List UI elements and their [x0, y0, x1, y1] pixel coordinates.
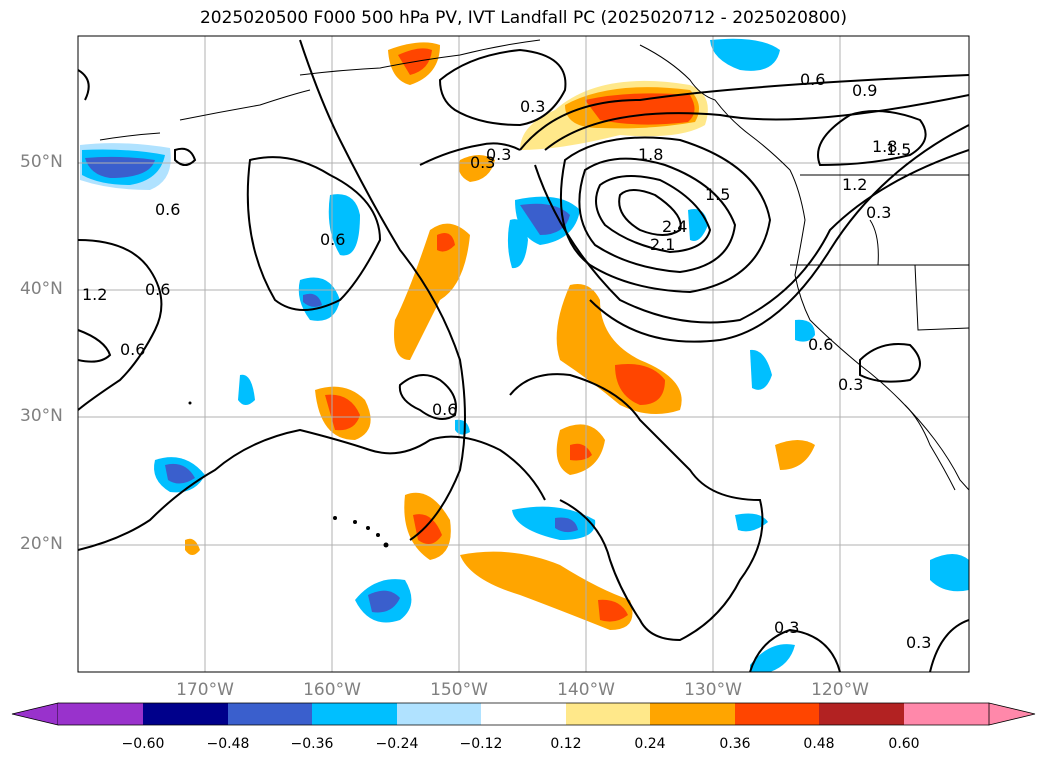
svg-text:0.3: 0.3: [486, 145, 511, 164]
svg-text:0.3: 0.3: [470, 153, 495, 172]
svg-text:1.2: 1.2: [82, 285, 107, 304]
colorbar-tick: −0.60: [121, 736, 165, 752]
pv-contours: [78, 39, 969, 672]
lon-label-160w: 160°W: [303, 680, 361, 700]
colorbar-tick: −0.48: [206, 736, 250, 752]
colorbar-tick: 0.24: [634, 736, 666, 752]
svg-text:0.6: 0.6: [120, 340, 145, 359]
colorbar-tick: −0.36: [290, 736, 334, 752]
svg-text:1.8: 1.8: [638, 145, 663, 164]
svg-text:0.3: 0.3: [838, 375, 863, 394]
colorbar-tick: 0.60: [888, 736, 920, 752]
svg-text:0.6: 0.6: [320, 230, 345, 249]
lon-label-140w: 140°W: [557, 680, 615, 700]
svg-text:2.1: 2.1: [650, 235, 675, 254]
svg-text:1.5: 1.5: [705, 185, 730, 204]
colorbar-tick: 0.12: [550, 736, 582, 752]
svg-text:1.8: 1.8: [872, 137, 897, 156]
svg-text:0.3: 0.3: [520, 97, 545, 116]
contour-labels: 0.3 0.3 0.6 0.9 1.8 1.5 1.5 1.8 2.4 2.1 …: [82, 70, 931, 652]
lat-label-50n: 50°N: [20, 152, 63, 172]
colorbar-tick: −0.12: [459, 736, 503, 752]
colorbar-tick: 0.36: [719, 736, 751, 752]
svg-text:0.3: 0.3: [774, 618, 799, 637]
lon-label-130w: 130°W: [684, 680, 742, 700]
islands: [188, 401, 389, 548]
svg-text:2.4: 2.4: [662, 217, 687, 236]
svg-text:0.6: 0.6: [145, 280, 170, 299]
colorbar-tick: 0.48: [803, 736, 835, 752]
lon-label-170w: 170°W: [176, 680, 234, 700]
lat-label-40n: 40°N: [20, 279, 63, 299]
svg-text:0.9: 0.9: [852, 81, 877, 100]
svg-text:0.3: 0.3: [866, 203, 891, 222]
svg-text:0.6: 0.6: [155, 200, 180, 219]
map-title: 2025020500 F000 500 hPa PV, IVT Landfall…: [199, 8, 847, 28]
svg-text:0.6: 0.6: [808, 335, 833, 354]
lon-label-120w: 120°W: [811, 680, 869, 700]
coastlines: [99, 39, 969, 491]
lat-label-30n: 30°N: [20, 406, 63, 426]
colorbar: [11, 702, 1036, 726]
svg-text:0.6: 0.6: [432, 400, 457, 419]
svg-text:1.5: 1.5: [886, 140, 911, 159]
colorbar-tick: −0.24: [375, 736, 419, 752]
svg-text:1.2: 1.2: [842, 175, 867, 194]
svg-text:0.3: 0.3: [906, 633, 931, 652]
svg-text:0.6: 0.6: [800, 70, 825, 89]
lon-label-150w: 150°W: [430, 680, 488, 700]
lat-label-20n: 20°N: [20, 534, 63, 554]
